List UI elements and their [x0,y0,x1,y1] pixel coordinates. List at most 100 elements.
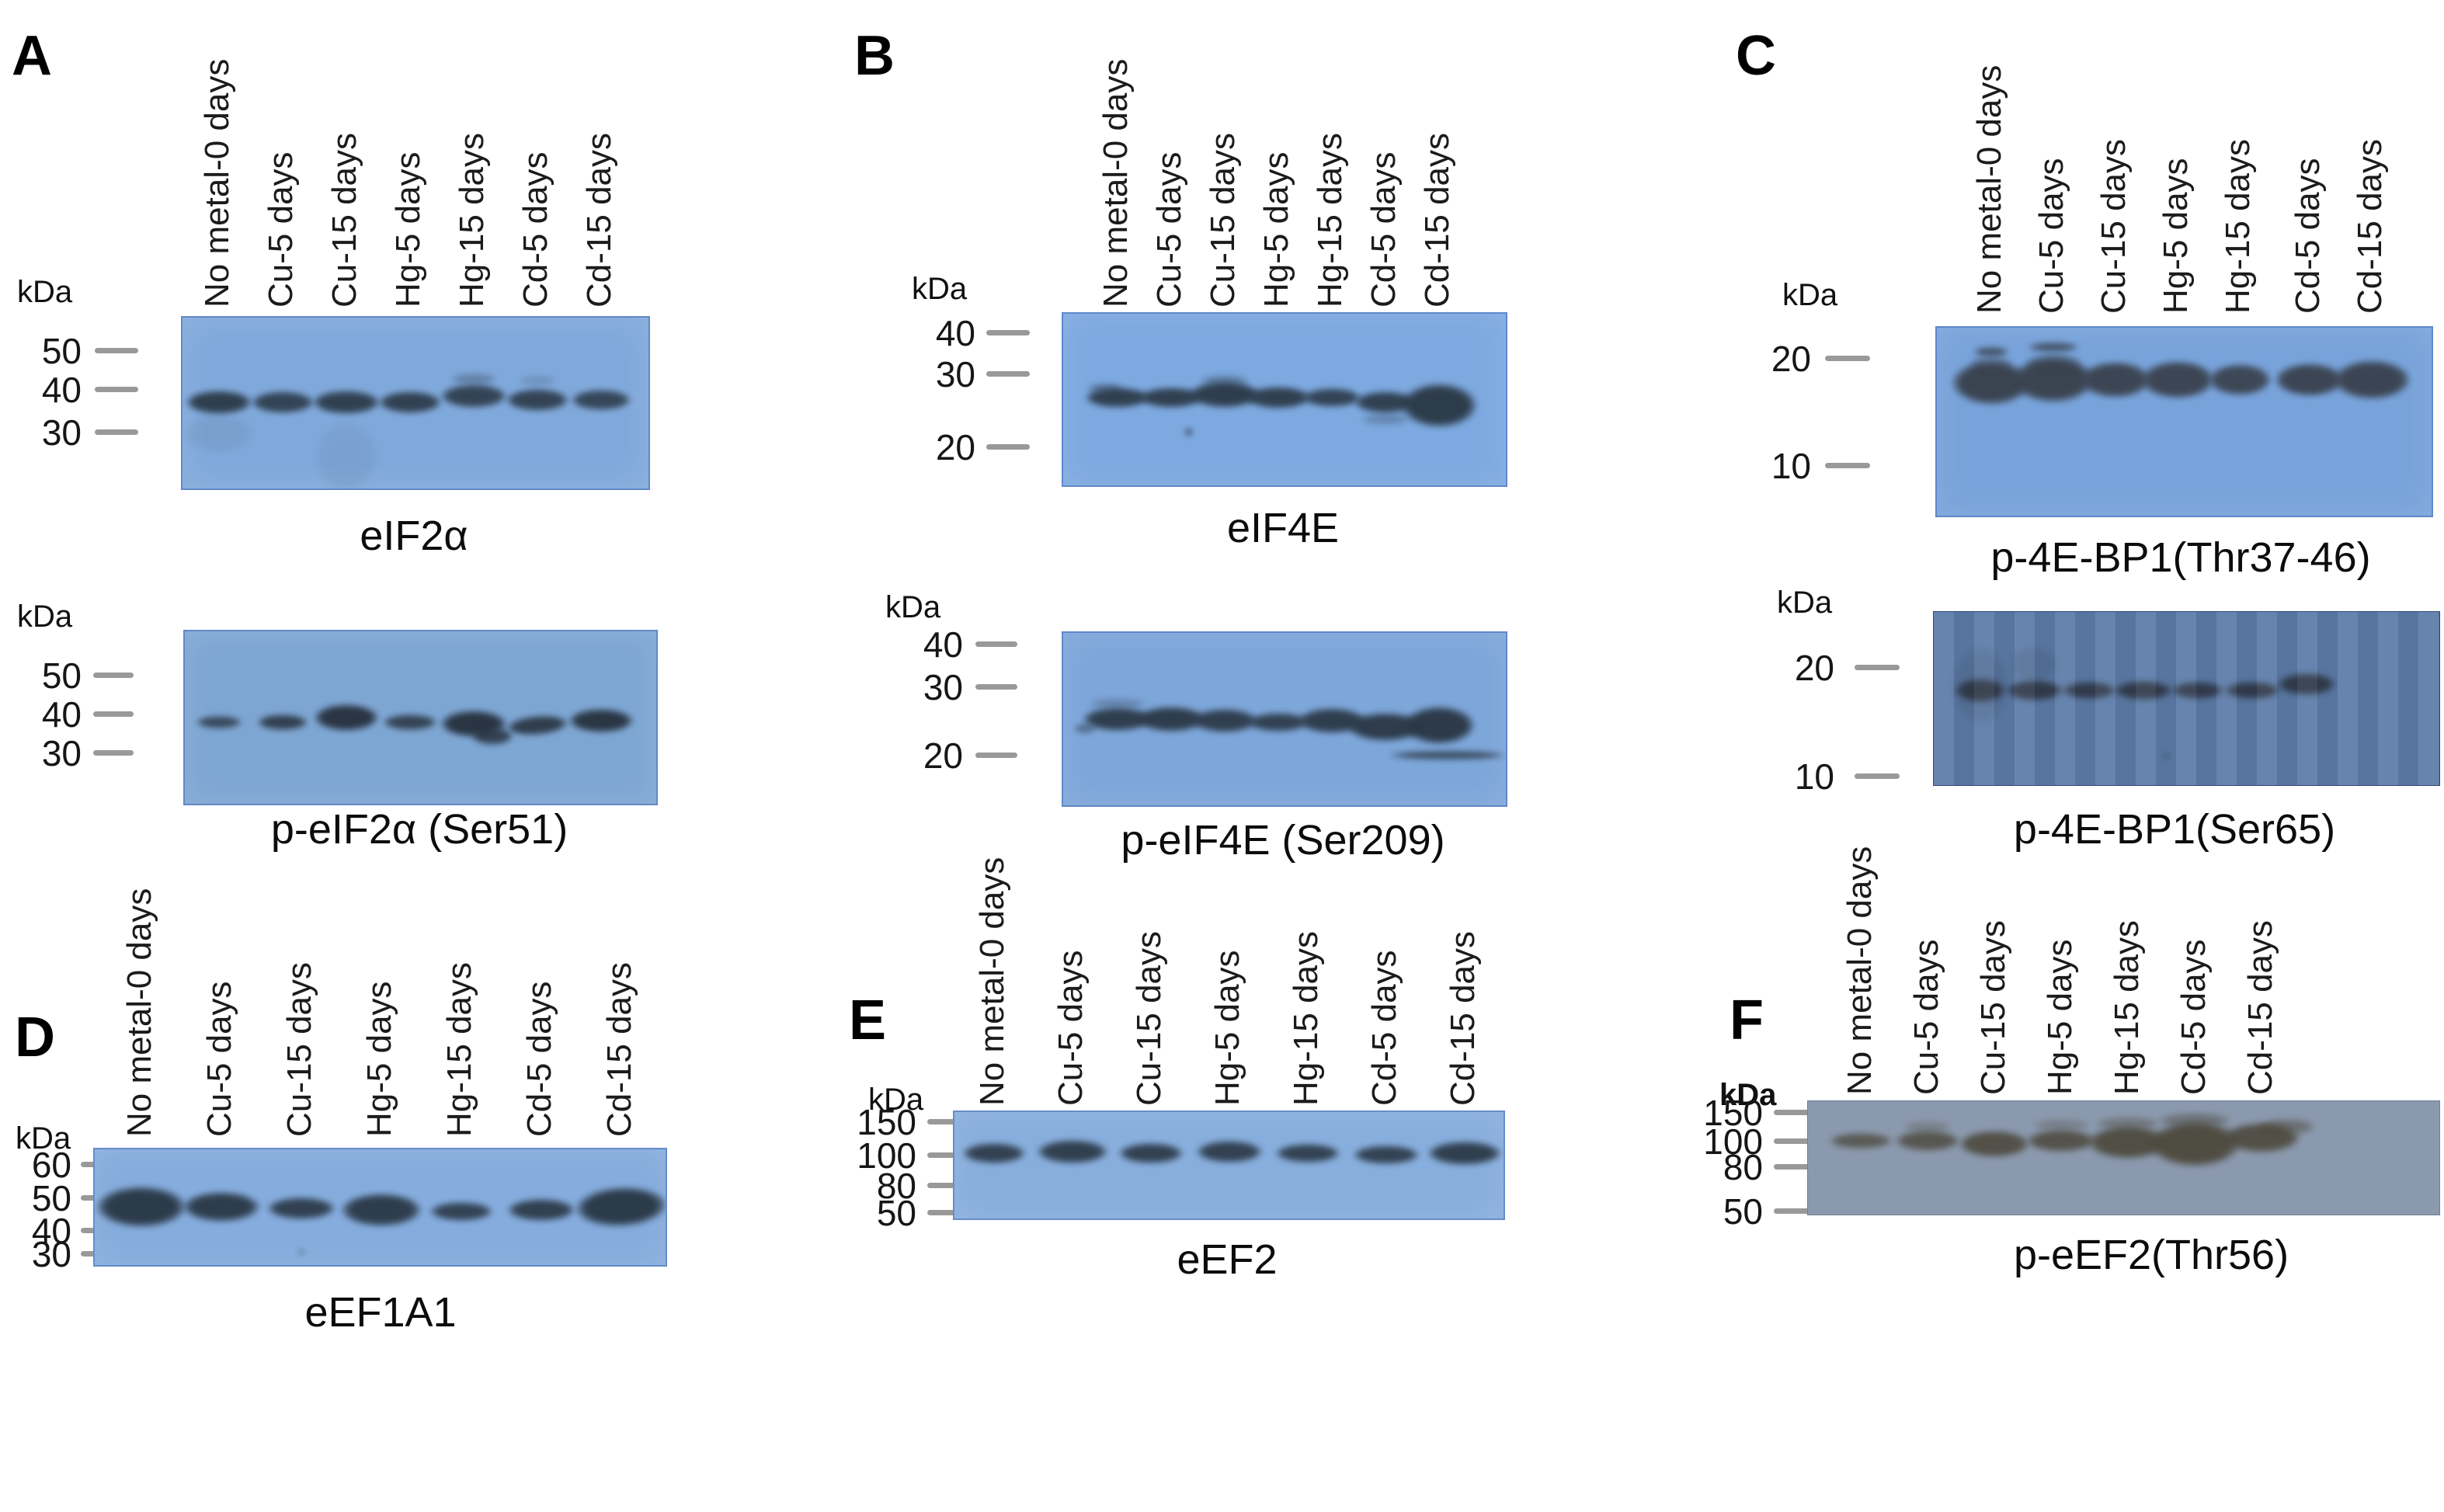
kda-unit-label: kDa [17,600,73,634]
marker-weight: 80 [1723,1147,1763,1187]
marker-weight: 60 [31,1145,71,1185]
lane-label: Hg-15 days [440,961,478,1137]
lane-label: Hg-5 days [360,981,398,1137]
protein-band [430,1202,492,1221]
marker-tick [93,673,134,678]
marker-tick [95,348,138,353]
protein-band [1303,388,1361,407]
kda-unit-label: kDa [17,275,73,309]
lane-label: Cd-15 days [2351,138,2389,314]
marker-weight: 10 [1771,446,1811,486]
blot-title: p-eIF2α (Ser51) [270,806,568,853]
marker-tick [927,1119,971,1124]
protein-band [1402,384,1476,427]
protein-band [1904,1121,1951,1132]
lane-label: Cd-5 days [2175,939,2213,1095]
kda-unit-label: kDa [1782,278,1838,312]
marker-weight: 30 [41,733,82,773]
protein-band [1184,428,1192,436]
lane-label: Hg-5 days [1257,151,1295,308]
protein-band [1074,724,1096,733]
blot-title: eIF4E [1226,505,1340,551]
kda-unit-label: kDa [868,1083,924,1117]
marker-tick [927,1152,971,1158]
lane-label: Cu-5 days [200,981,238,1137]
marker-tick [93,750,134,756]
lane-label: Cu-15 days [2095,138,2133,314]
blot-image [93,1148,667,1267]
kda-unit-label: kDa [1719,1078,1777,1112]
protein-band [1830,1133,1892,1149]
marker-weight: 30 [31,1234,71,1274]
marker-weight: 50 [41,655,82,696]
protein-band [2063,682,2115,699]
protein-band [1428,1142,1501,1165]
lane-label: No metal-0 days [973,857,1011,1106]
protein-band [1276,1144,1340,1163]
protein-band [1354,1145,1419,1164]
protein-band [2081,362,2150,398]
lane-label: Cu-5 days [262,151,300,308]
blot-image [1062,312,1507,487]
blot-image [1935,326,2433,517]
lane-label: Hg-15 days [453,132,491,308]
blot-title: p-eEF2(Thr56) [2013,1232,2289,1278]
lane-label: Cu-5 days [1907,939,1945,1095]
marker-weight: 40 [41,370,82,410]
lane-label: Cu-5 days [2032,158,2070,314]
marker-tick [1774,1208,1816,1214]
marker-tick [1825,356,1870,361]
marker-tick [986,330,1030,335]
protein-band [572,390,631,410]
marker-weight: 40 [935,313,975,353]
kda-unit-label: kDa [912,272,968,306]
protein-band [1088,384,1122,393]
protein-band [1361,414,1410,425]
lane-label: Hg-5 days [1208,950,1246,1106]
lane-label: Hg-15 days [2108,919,2146,1095]
lane-label: No metal-0 days [198,58,236,308]
protein-band [1952,647,2009,725]
marker-weight: 50 [1723,1191,1763,1232]
panel-letter: E [849,989,887,1051]
lane-label: Cd-5 days [2289,158,2327,314]
kda-unit-label: kDa [16,1121,71,1156]
protein-band [2163,753,2169,759]
marker-tick [1825,463,1870,468]
marker-weight: 100 [857,1135,916,1176]
protein-band [506,389,568,411]
protein-band [1197,1141,1262,1163]
marker-weight: 30 [41,412,82,453]
blot-image [1062,631,1507,807]
lane-label: Cu-15 days [325,132,363,308]
marker-weight: 50 [876,1193,916,1233]
kda-unit-label: kDa [1777,586,1833,620]
lane-label: No metal-0 days [1097,58,1135,308]
protein-band [441,384,506,408]
blot-image [181,316,650,490]
protein-band [2011,647,2059,681]
protein-band [258,714,308,730]
protein-band [1090,699,1146,708]
lane-label: Cd-5 days [1365,950,1403,1106]
marker-weight: 20 [923,735,963,776]
lane-label: No metal-0 days [1841,846,1879,1095]
protein-band [342,1194,421,1226]
protein-band [313,391,380,414]
lane-label: Hg-5 days [389,151,427,308]
panel-letter: F [1730,989,1764,1051]
protein-band [384,714,436,730]
marker-tick [975,753,1017,758]
protein-band [298,1249,304,1255]
marker-tick [95,387,138,392]
marker-weight: 150 [1703,1093,1763,1133]
lane-label: Cd-5 days [516,151,555,308]
marker-weight: 30 [923,667,963,707]
marker-tick [1774,1138,1816,1144]
protein-band [2029,342,2078,352]
lane-label: Cu-5 days [1150,151,1188,308]
protein-band [575,1184,666,1229]
marker-weight: 40 [41,694,82,735]
protein-band [1389,750,1506,759]
